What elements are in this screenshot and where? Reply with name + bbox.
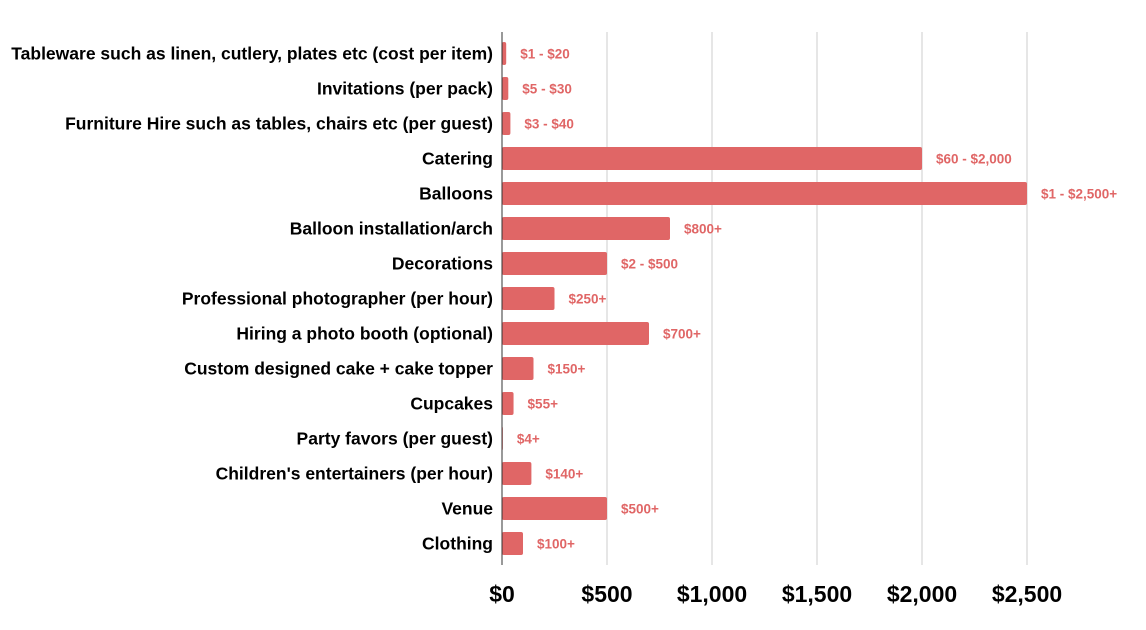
category-label: Clothing [422, 534, 493, 554]
bar [502, 462, 532, 485]
bar [502, 532, 523, 555]
data-label: $800+ [684, 222, 722, 237]
data-label: $250+ [569, 292, 607, 307]
category-label: Furniture Hire such as tables, chairs et… [65, 114, 493, 134]
category-label: Cupcakes [410, 394, 493, 414]
data-label: $60 - $2,000 [936, 152, 1012, 167]
category-label: Custom designed cake + cake topper [184, 359, 493, 379]
category-label: Tableware such as linen, cutlery, plates… [11, 44, 493, 64]
category-label: Venue [441, 499, 493, 519]
category-label: Catering [422, 149, 493, 169]
category-label: Decorations [392, 254, 493, 274]
bars [502, 42, 1027, 555]
x-tick-label: $2,500 [992, 581, 1062, 607]
bar [502, 112, 511, 135]
category-label: Party favors (per guest) [297, 429, 493, 449]
x-tick-label: $0 [489, 581, 515, 607]
gridlines [606, 32, 1028, 565]
category-label: Children's entertainers (per hour) [216, 464, 493, 484]
bar [502, 182, 1027, 205]
x-axis-tick-labels: $0 $500 $1,000 $1,500 $2,000 $2,500 [489, 581, 1062, 607]
bar [502, 77, 509, 100]
data-labels: $1 - $20 $5 - $30 $3 - $40 $60 - $2,000 $1 -… [517, 47, 1117, 552]
category-labels: Tableware such as linen, cutlery, plates… [11, 44, 493, 554]
category-label: Professional photographer (per hour) [182, 289, 493, 309]
category-label: Balloon installation/arch [290, 219, 493, 239]
category-label: Hiring a photo booth (optional) [236, 324, 493, 344]
data-label: $5 - $30 [522, 82, 572, 97]
x-tick-label: $2,000 [887, 581, 957, 607]
bar [502, 287, 555, 310]
data-label: $4+ [517, 432, 540, 447]
data-label: $140+ [545, 467, 583, 482]
x-tick-label: $1,000 [677, 581, 747, 607]
x-tick-label: $500 [581, 581, 632, 607]
data-label: $2 - $500 [621, 257, 678, 272]
data-label: $700+ [663, 327, 701, 342]
bar [502, 497, 607, 520]
data-label: $1 - $20 [520, 47, 570, 62]
bar [502, 42, 507, 65]
data-label: $100+ [537, 537, 575, 552]
data-label: $1 - $2,500+ [1041, 187, 1117, 202]
category-label: Balloons [419, 184, 493, 204]
data-label: $3 - $40 [524, 117, 574, 132]
bar [502, 322, 649, 345]
bar [502, 392, 514, 415]
x-tick-label: $1,500 [782, 581, 852, 607]
data-label: $55+ [528, 397, 559, 412]
bar [502, 357, 534, 380]
bar [502, 147, 922, 170]
category-label: Invitations (per pack) [317, 79, 493, 99]
data-label: $500+ [621, 502, 659, 517]
bar [502, 252, 607, 275]
data-label: $150+ [548, 362, 586, 377]
bar [502, 217, 670, 240]
